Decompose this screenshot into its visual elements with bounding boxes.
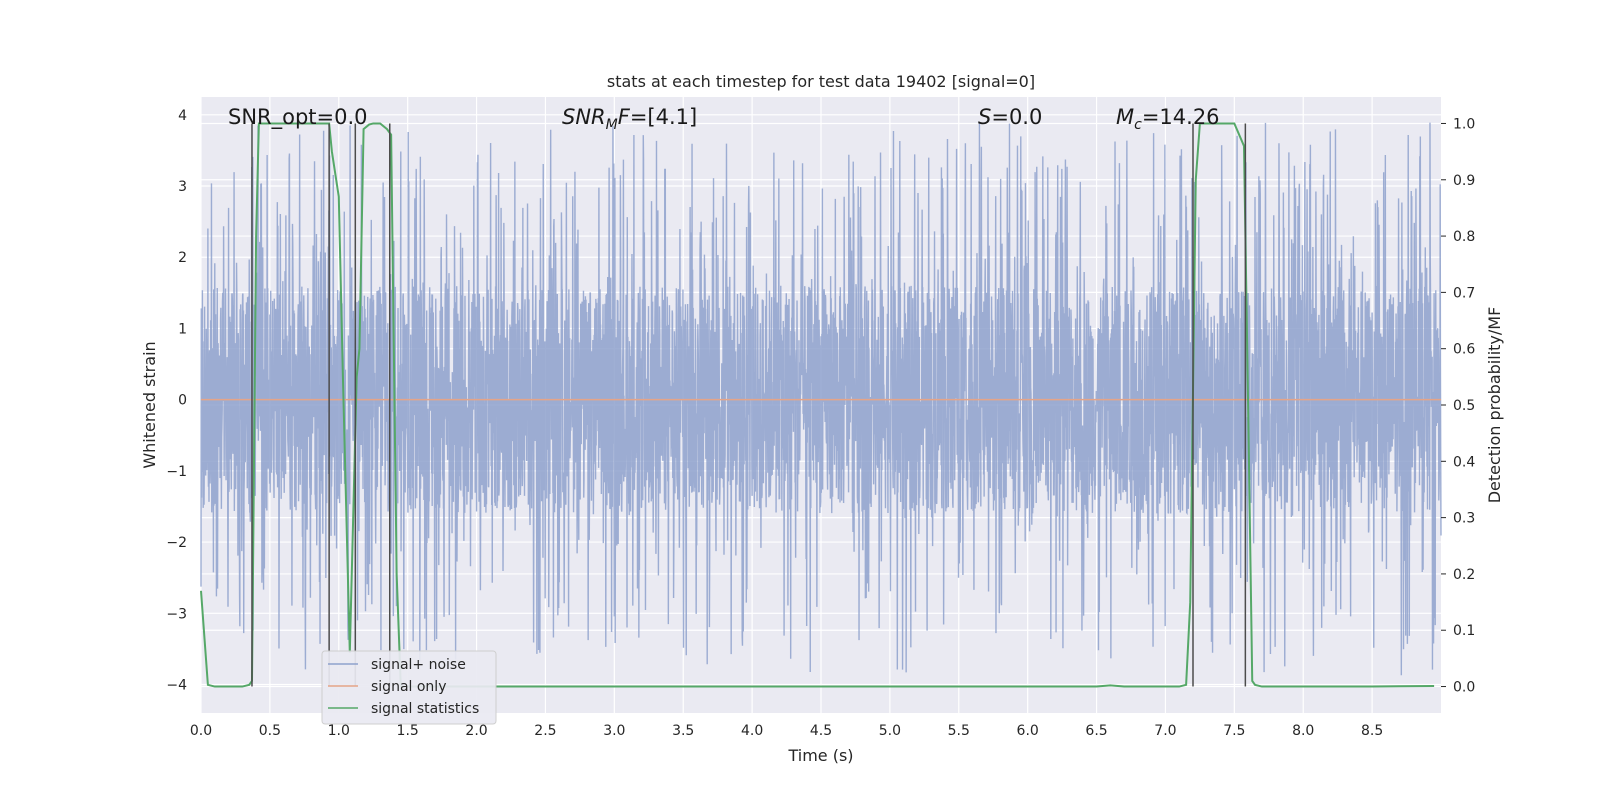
- y-tick-label-left: −1: [166, 464, 187, 480]
- y-tick-label-left: 3: [178, 179, 187, 195]
- x-ticks: 0.0 0.5 1.0 1.5 2.0 2.5 3.0 3.5 4.0 4.5 5.0 5.5 6.0 6…: [190, 723, 1383, 739]
- series-signal-statistics: [200, 122, 1435, 688]
- y-tick-label-right: 0.9: [1453, 173, 1475, 189]
- x-tick-label: 4.0: [741, 723, 763, 739]
- x-tick-label: 2.0: [465, 723, 487, 739]
- annotation-snr-opt: SNR_opt=0.0: [228, 105, 368, 130]
- chart-title: stats at each timestep for test data 194…: [607, 72, 1035, 91]
- y-tick-label-right: 0.8: [1453, 229, 1475, 245]
- x-tick-label: 0.0: [190, 723, 212, 739]
- y-tick-label-right: 0.6: [1453, 342, 1475, 358]
- series-signal-noise: [200, 122, 1442, 676]
- x-tick-label: 1.5: [397, 723, 419, 739]
- x-axis-label: Time (s): [787, 746, 853, 765]
- y-tick-label-right: 0.4: [1453, 454, 1475, 470]
- y-tick-label-left: −2: [166, 535, 187, 551]
- y-tick-label-right: 0.5: [1453, 398, 1475, 414]
- y-tick-label-right: 0.7: [1453, 285, 1475, 301]
- signal-statistics-trace: [200, 122, 1435, 688]
- legend: signal+ noise signal only signal statist…: [321, 650, 497, 725]
- y-tick-label-left: 0: [178, 393, 187, 409]
- legend-label-signal-statistics: signal statistics: [371, 701, 479, 717]
- y-tick-label-right: 0.3: [1453, 511, 1475, 527]
- y-axis-label-left: Whitened strain: [140, 341, 159, 468]
- x-tick-label: 3.5: [672, 723, 694, 739]
- x-tick-label: 4.5: [810, 723, 832, 739]
- y-ticks-left: 4 3 2 1 0 −1 −2 −3 −4: [166, 108, 187, 694]
- x-tick-label: 2.5: [534, 723, 556, 739]
- y-tick-label-left: −4: [166, 678, 187, 694]
- x-tick-label: 7.0: [1154, 723, 1176, 739]
- x-tick-label: 8.5: [1361, 723, 1383, 739]
- y-tick-label-left: −3: [166, 606, 187, 622]
- x-tick-label: 6.0: [1017, 723, 1039, 739]
- y-tick-label-left: 4: [178, 108, 187, 124]
- x-tick-label: 6.5: [1085, 723, 1107, 739]
- annotations: SNR_opt=0.0 SNRMF=[4.1] S=0.0 Mc=14.26: [228, 105, 1220, 133]
- legend-label-signal-only: signal only: [371, 679, 446, 695]
- annotation-s: S=0.0: [978, 105, 1042, 129]
- y-tick-label-left: 1: [178, 321, 187, 337]
- y-tick-label-right: 0.0: [1453, 680, 1475, 696]
- vertical-markers: [251, 123, 1247, 687]
- y-axis-label-right: Detection probability/MF: [1485, 307, 1504, 504]
- x-tick-label: 1.0: [328, 723, 350, 739]
- y-tick-label-right: 1.0: [1453, 116, 1475, 132]
- y-tick-label-left: 2: [178, 250, 187, 266]
- x-tick-label: 0.5: [259, 723, 281, 739]
- x-tick-label: 3.0: [603, 723, 625, 739]
- y-tick-label-right: 0.1: [1453, 623, 1475, 639]
- signal-noise-trace: [200, 122, 1442, 676]
- x-tick-label: 5.5: [948, 723, 970, 739]
- legend-label-signal-noise: signal+ noise: [371, 657, 466, 673]
- annotation-mc: Mc=14.26: [1116, 105, 1220, 133]
- x-tick-label: 7.5: [1223, 723, 1245, 739]
- x-tick-label: 8.0: [1292, 723, 1314, 739]
- x-tick-label: 5.0: [879, 723, 901, 739]
- y-tick-label-right: 0.2: [1453, 567, 1475, 583]
- annotation-snr-mf: SNRMF=[4.1]: [562, 105, 697, 133]
- legend-box: [321, 650, 497, 725]
- y-ticks-right: 1.0 0.9 0.8 0.7 0.6 0.5 0.4 0.3 0.2 0.1 0.0: [1441, 116, 1475, 696]
